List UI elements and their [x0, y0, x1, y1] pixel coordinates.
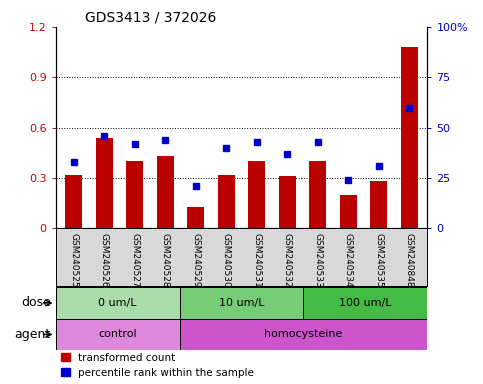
Text: GSM240535: GSM240535: [374, 233, 383, 288]
Bar: [340, 195, 356, 228]
Text: GSM240528: GSM240528: [161, 233, 170, 288]
Bar: [56, 287, 180, 319]
Bar: [157, 156, 174, 228]
Text: GSM240525: GSM240525: [70, 233, 78, 288]
Bar: [248, 161, 265, 228]
Bar: [401, 47, 417, 228]
Bar: [309, 161, 326, 228]
Text: GSM240529: GSM240529: [191, 233, 200, 288]
Text: GSM240534: GSM240534: [344, 233, 353, 288]
Bar: [303, 287, 427, 319]
Text: 100 um/L: 100 um/L: [339, 298, 392, 308]
Text: agent: agent: [14, 328, 51, 341]
Bar: [279, 176, 296, 228]
Bar: [180, 319, 427, 350]
Text: GSM240526: GSM240526: [100, 233, 109, 288]
Text: GDS3413 / 372026: GDS3413 / 372026: [85, 10, 217, 24]
Bar: [187, 207, 204, 228]
Text: dose: dose: [21, 296, 51, 310]
Text: GSM240531: GSM240531: [252, 233, 261, 288]
Text: 0 um/L: 0 um/L: [98, 298, 137, 308]
Bar: [56, 319, 180, 350]
Text: control: control: [98, 329, 137, 339]
Text: GSM240848: GSM240848: [405, 233, 413, 288]
Text: GSM240530: GSM240530: [222, 233, 231, 288]
Text: GSM240527: GSM240527: [130, 233, 139, 288]
Text: 10 um/L: 10 um/L: [219, 298, 264, 308]
Bar: [96, 138, 113, 228]
Text: GSM240533: GSM240533: [313, 233, 322, 288]
Bar: [180, 287, 303, 319]
Text: GSM240532: GSM240532: [283, 233, 292, 288]
Bar: [127, 161, 143, 228]
Legend: transformed count, percentile rank within the sample: transformed count, percentile rank withi…: [61, 353, 255, 378]
Bar: [66, 175, 82, 228]
Bar: [370, 182, 387, 228]
Text: homocysteine: homocysteine: [264, 329, 342, 339]
Bar: [218, 175, 235, 228]
